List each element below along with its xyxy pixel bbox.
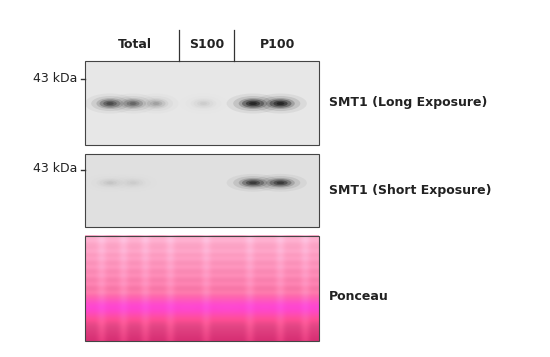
Ellipse shape [91, 96, 129, 111]
Ellipse shape [249, 181, 257, 184]
Text: 43 kDa: 43 kDa [32, 72, 77, 85]
Ellipse shape [277, 102, 284, 105]
Ellipse shape [249, 102, 257, 105]
Ellipse shape [233, 96, 273, 111]
Ellipse shape [123, 99, 143, 108]
Ellipse shape [144, 98, 168, 109]
Ellipse shape [273, 101, 288, 106]
Ellipse shape [100, 179, 120, 186]
Ellipse shape [239, 178, 267, 188]
Ellipse shape [139, 96, 173, 111]
Bar [85, 61, 319, 145]
Text: SMT1 (Short Exposure): SMT1 (Short Exposure) [329, 183, 491, 197]
Ellipse shape [96, 98, 124, 109]
Ellipse shape [242, 99, 264, 108]
Ellipse shape [254, 94, 307, 114]
Ellipse shape [266, 178, 295, 188]
Ellipse shape [277, 181, 284, 184]
Text: S100: S100 [189, 38, 224, 51]
Text: P100: P100 [260, 38, 295, 51]
Ellipse shape [200, 102, 207, 105]
Ellipse shape [191, 98, 216, 109]
Ellipse shape [130, 102, 136, 105]
Ellipse shape [96, 178, 124, 188]
Ellipse shape [116, 96, 151, 111]
Ellipse shape [270, 99, 292, 108]
Ellipse shape [130, 181, 136, 184]
Ellipse shape [261, 96, 300, 111]
Ellipse shape [270, 179, 292, 186]
Ellipse shape [126, 101, 140, 106]
Ellipse shape [246, 180, 260, 185]
Ellipse shape [120, 178, 146, 188]
Ellipse shape [266, 98, 295, 109]
Ellipse shape [126, 180, 140, 185]
Ellipse shape [246, 101, 260, 106]
Text: SMT1 (Long Exposure): SMT1 (Long Exposure) [329, 96, 487, 109]
Ellipse shape [227, 94, 279, 114]
Ellipse shape [106, 181, 114, 184]
Ellipse shape [254, 174, 307, 192]
Text: Total: Total [118, 38, 152, 51]
Ellipse shape [273, 180, 288, 185]
Ellipse shape [194, 99, 213, 108]
Ellipse shape [103, 180, 117, 185]
Ellipse shape [239, 98, 267, 109]
Bar [85, 154, 319, 227]
Ellipse shape [197, 101, 210, 106]
Ellipse shape [233, 176, 273, 190]
Bar [85, 236, 319, 341]
Ellipse shape [153, 102, 159, 105]
Ellipse shape [242, 179, 264, 186]
Ellipse shape [123, 179, 143, 186]
Ellipse shape [150, 101, 162, 106]
Ellipse shape [261, 176, 300, 190]
Ellipse shape [103, 101, 117, 106]
Text: Ponceau: Ponceau [329, 290, 389, 303]
Ellipse shape [227, 174, 279, 192]
Ellipse shape [147, 99, 166, 108]
Text: 43 kDa: 43 kDa [32, 162, 77, 175]
Ellipse shape [106, 102, 114, 105]
Ellipse shape [120, 98, 146, 109]
Ellipse shape [100, 99, 120, 108]
